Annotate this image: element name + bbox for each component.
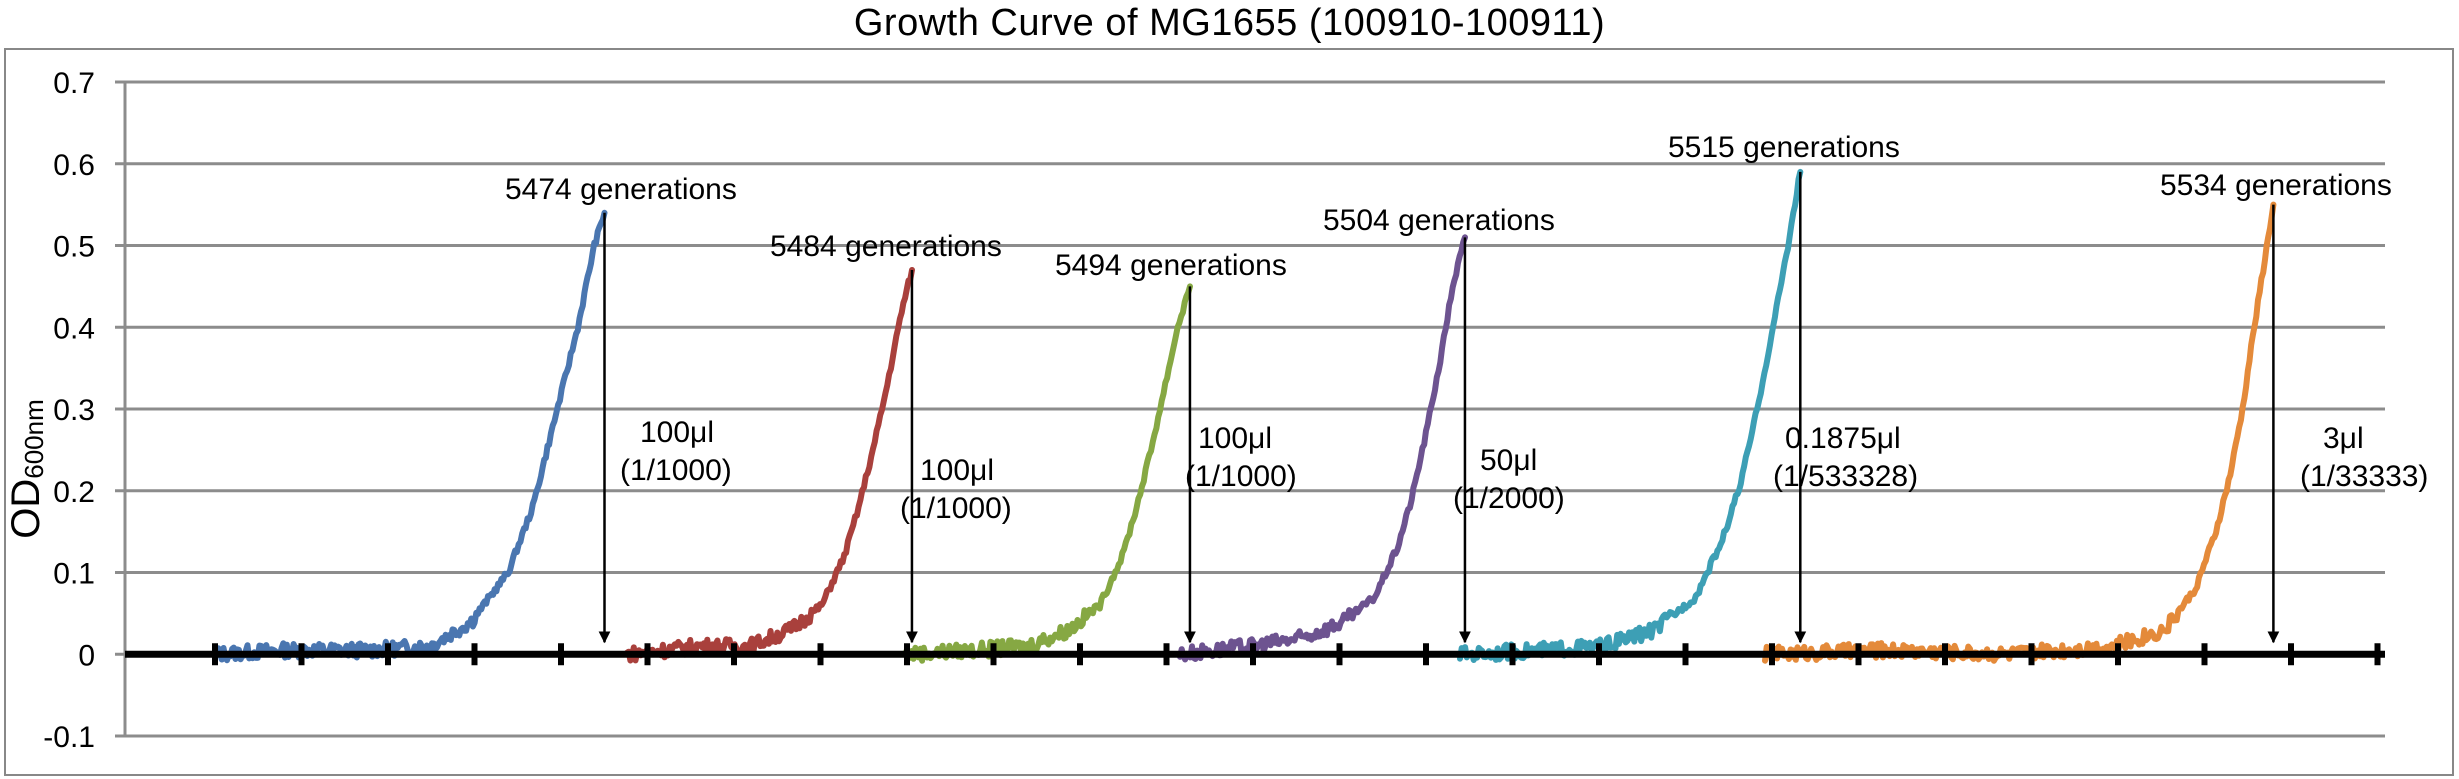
y-tick-label: 0.4 [53,312,95,345]
y-tick-label: 0.7 [53,67,95,100]
y-tick-label: 0.6 [53,149,95,182]
generations-label: 5504 generations [1323,204,1555,237]
dilution-label: (1/33333) [2300,460,2428,493]
generations-label: 5515 generations [1668,131,1900,164]
series-line-6 [1762,201,2277,664]
y-tick-label: 0.2 [53,476,95,509]
dilution-label: (1/1000) [900,492,1012,525]
series-line-2 [624,267,915,664]
y-tick-label: 0 [78,639,95,672]
transfer-volume-label: 100μl [920,454,994,487]
dilution-label: (1/533328) [1773,460,1918,493]
dilution-label: (1/2000) [1453,482,1565,515]
transfer-volume-label: 100μl [640,416,714,449]
transfer-volume-label: 0.1875μl [1785,422,1901,455]
dilution-label: (1/1000) [620,454,732,487]
y-tick-label: 0.3 [53,394,95,427]
series-line-1 [212,209,608,664]
chart-title: Growth Curve of MG1655 (100910-100911) [853,2,1606,44]
generations-label: 5474 generations [505,173,737,206]
series-line-4 [1177,234,1468,663]
generations-label: 5494 generations [1055,249,1287,282]
transfer-volume-label: 50μl [1480,444,1537,477]
generations-label: 5534 generations [2160,169,2392,202]
transfer-volume-label: 3μl [2323,422,2364,455]
dilution-label: (1/1000) [1185,460,1297,493]
y-tick-label: 0.1 [53,558,95,591]
y-tick-label: -0.1 [43,721,95,754]
transfer-volume-label: 100μl [1198,422,1272,455]
plot-area: OD600nm [4,48,2454,776]
y-tick-label: 0.5 [53,231,95,264]
generations-label: 5484 generations [770,230,1002,263]
